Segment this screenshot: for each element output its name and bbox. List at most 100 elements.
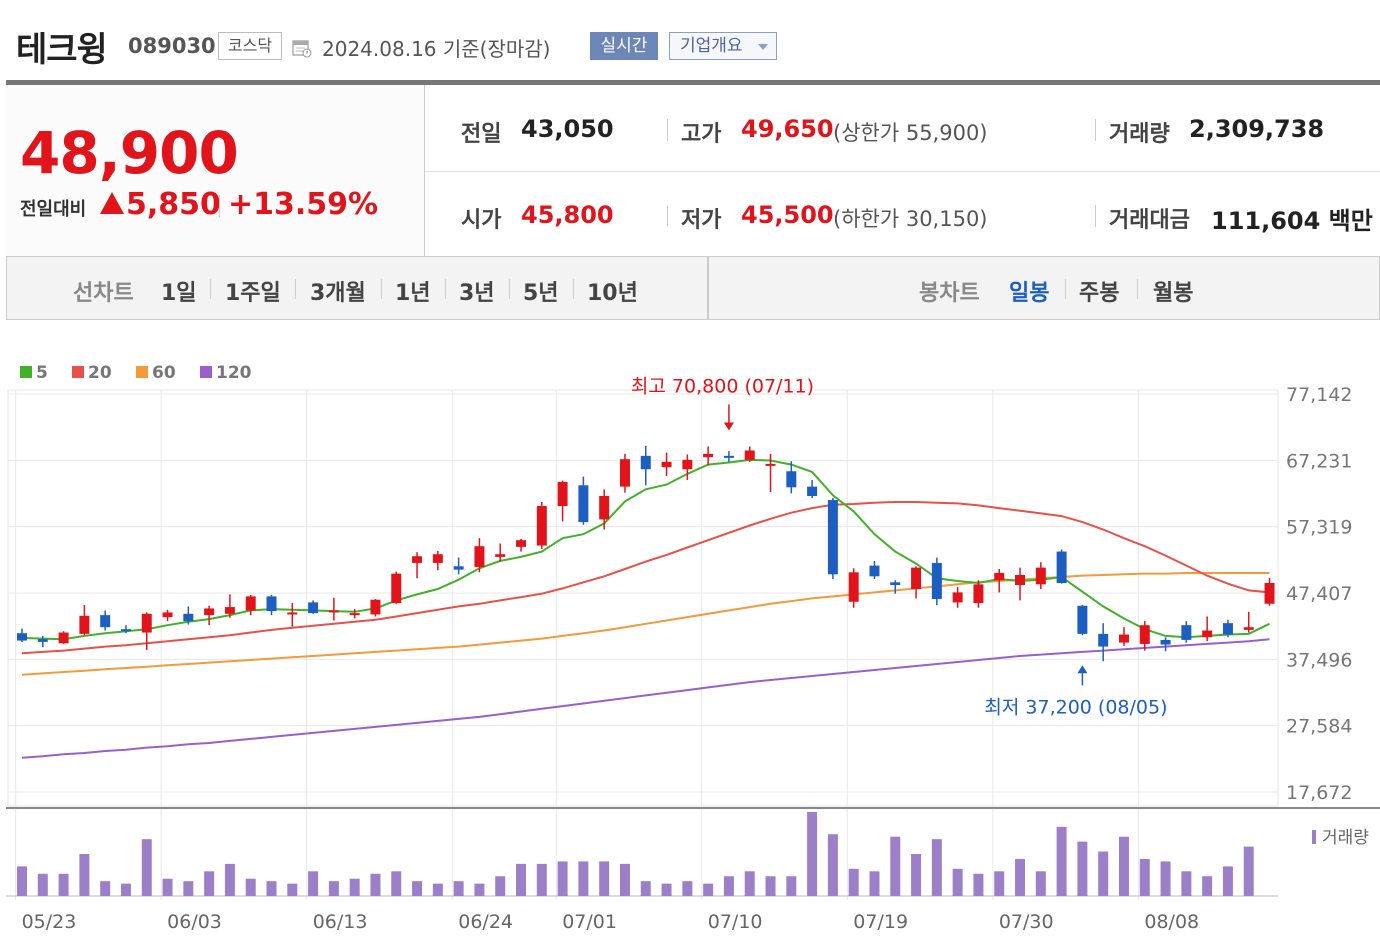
volume-bar [640, 881, 651, 896]
x-tick-label: 06/03 [167, 911, 222, 933]
candle-body [204, 608, 215, 616]
tab-5y[interactable]: 5년 [523, 281, 559, 306]
candle-body [1181, 625, 1192, 640]
divider [295, 279, 296, 299]
candle-body [266, 596, 277, 612]
line-chart-title: 선차트 [73, 281, 134, 306]
y-tick-label: 47,407 [1286, 583, 1352, 605]
volume-bar [890, 836, 901, 896]
volume-bar [578, 861, 589, 896]
volume-label: 거래량 [1322, 828, 1369, 848]
candle-body [869, 565, 880, 577]
candle-body [328, 610, 339, 613]
chevron-down-icon [758, 44, 768, 50]
volume-bar [599, 861, 610, 896]
divider [1095, 205, 1096, 227]
x-tick-label: 05/23 [22, 911, 77, 933]
price-change: 5,850 [126, 187, 221, 222]
candle-body [536, 506, 547, 546]
volume-bar [703, 883, 714, 896]
divider [425, 171, 1380, 172]
tab-1y[interactable]: 1년 [395, 281, 431, 306]
candle-body [1077, 605, 1088, 634]
candle-body [245, 596, 256, 611]
volume-bar [391, 871, 402, 896]
price-summary: 48,900 전일대비 5,850 +13.59% [6, 85, 424, 257]
divider [573, 279, 574, 299]
candle-body [931, 562, 942, 600]
candle-body [994, 572, 1005, 581]
volume-bar [516, 863, 526, 896]
price-info: 전일 43,050 고가 49,650 (상한가 55,900) 거래량 2,3… [424, 85, 1380, 257]
volume-bar [1015, 858, 1026, 896]
volume-bar [141, 839, 152, 896]
low-arrow-head [1077, 665, 1088, 674]
volume-bar [1098, 851, 1109, 896]
candle-body [952, 592, 963, 603]
volume-bar [744, 871, 755, 896]
tab-3m[interactable]: 3개월 [310, 281, 366, 306]
market-badge: 코스닥 [218, 32, 282, 60]
y-tick-label: 77,142 [1286, 384, 1352, 406]
candle-body [786, 471, 797, 488]
volume-bar [370, 873, 381, 896]
candle-chart-title: 봉차트 [919, 281, 980, 306]
candle-chart-svg: 77,142 67,231 57,319 47,407 37,496 27,584 17,6… [6, 363, 1380, 933]
candle-body [224, 607, 235, 614]
volume-bar [1243, 846, 1254, 896]
candle-body [370, 599, 381, 615]
volume-bar [723, 876, 734, 896]
stock-name: 테크윙 [16, 30, 108, 70]
stock-chart: 77,142 67,231 57,319 47,407 37,496 27,584 17,6… [0, 330, 1380, 938]
volume-label: 거래량 [1109, 122, 1170, 147]
tab-weekly[interactable]: 주봉 [1079, 281, 1120, 306]
tab-3y[interactable]: 3년 [459, 281, 495, 306]
volume-bar [474, 883, 485, 896]
candle-body [1202, 630, 1213, 638]
volume-bar [536, 863, 547, 896]
y-tick-label: 17,672 [1286, 782, 1352, 804]
divider [667, 119, 668, 141]
volume-bar [266, 881, 277, 896]
divider [210, 279, 211, 299]
stock-header: 테크윙 089030 코스닥 2024.08.16 기준(장마감) 실시간 기업… [0, 0, 1380, 80]
x-tick-label: 06/13 [313, 911, 368, 933]
legend-label: 5 [36, 363, 48, 383]
tab-10y[interactable]: 10년 [587, 281, 638, 306]
volume-bar [911, 854, 922, 896]
candle-body [349, 613, 360, 616]
tab-1d[interactable]: 1일 [161, 281, 197, 306]
ma120-line [21, 638, 1270, 759]
candle-body [911, 567, 922, 590]
volume-bar [1181, 871, 1192, 896]
volume-bar [17, 866, 27, 896]
candle-body [640, 455, 651, 470]
tab-1w[interactable]: 1주일 [225, 281, 281, 306]
candle-body [79, 615, 90, 634]
volume-value: 2,309,738 [1189, 115, 1325, 143]
candle-body [848, 572, 859, 602]
volume-bar [58, 873, 69, 896]
low-annotation: 최저 37,200 (08/05) [984, 696, 1167, 718]
company-overview-label: 기업개요 [680, 36, 743, 56]
volume-bar [807, 812, 818, 896]
volume-bar [162, 878, 173, 896]
volume-bar [1035, 871, 1046, 896]
volume-bar [931, 839, 942, 896]
company-overview-button[interactable]: 기업개요 [669, 32, 777, 60]
volume-bar [432, 883, 443, 896]
candle-body [807, 486, 818, 497]
candle-body [599, 496, 610, 520]
volume-bar [328, 881, 339, 896]
volume-bar [682, 881, 693, 896]
legend-swatch [200, 366, 212, 378]
legend-label: 60 [152, 363, 176, 383]
realtime-button[interactable]: 실시간 [590, 32, 658, 60]
header-divider [6, 80, 1380, 85]
change-label: 전일대비 [20, 199, 87, 220]
x-tick-label: 08/08 [1144, 911, 1199, 933]
volume-bar [224, 863, 235, 896]
tab-monthly[interactable]: 월봉 [1153, 281, 1194, 306]
tab-daily[interactable]: 일봉 [1009, 281, 1050, 306]
candle-body [1264, 583, 1275, 604]
